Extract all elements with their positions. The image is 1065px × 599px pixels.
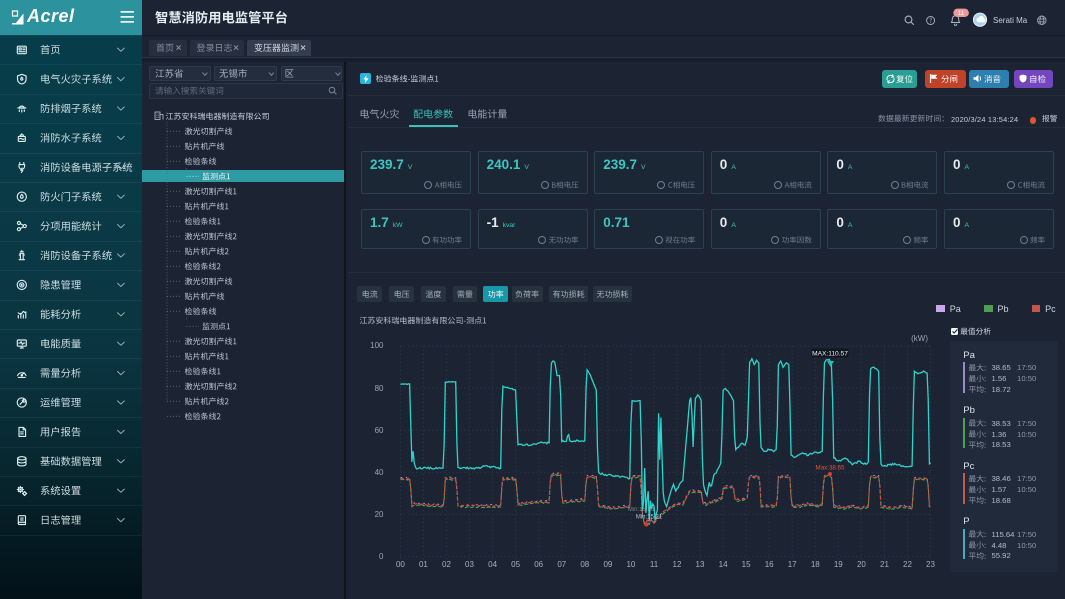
svg-text:Max:38.65: Max:38.65: [816, 465, 845, 472]
svg-text:Min:15.21: Min:15.21: [636, 515, 663, 521]
svg-text:Min:15.36: Min:15.36: [628, 507, 655, 513]
svg-text:MAX:110.57: MAX:110.57: [812, 351, 848, 358]
